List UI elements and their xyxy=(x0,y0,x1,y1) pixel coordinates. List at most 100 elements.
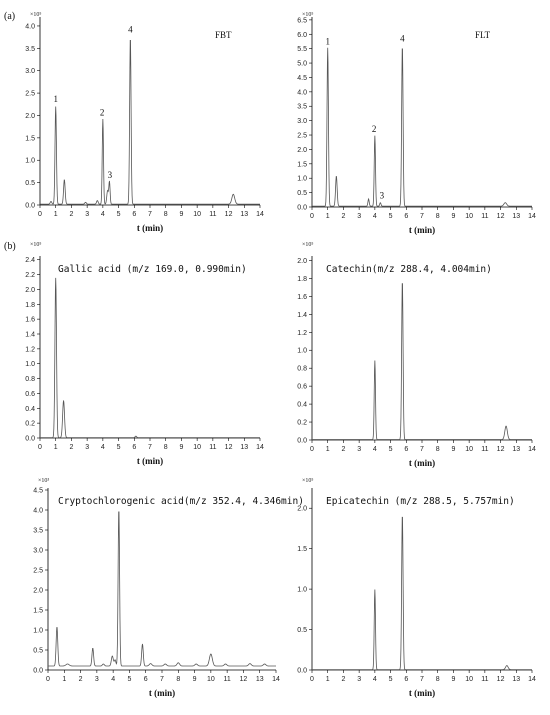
fbt-trace xyxy=(40,39,260,205)
fbt-peak-label-4: 4 xyxy=(128,25,133,35)
cryptochlorogenic-acid-y-tick-label: 0.5 xyxy=(33,648,43,655)
fbt-y-tick-label: 3.5 xyxy=(25,46,35,53)
fbt-x-tick-label: 11 xyxy=(209,211,216,218)
fbt-peak-label-3: 3 xyxy=(108,170,113,180)
gallic-acid-y-tick-label: 1.4 xyxy=(25,332,35,339)
flt-trace xyxy=(312,47,532,207)
gallic-acid-y-tick-label: 1.8 xyxy=(25,302,35,309)
gallic-acid-x-tick-label: 11 xyxy=(209,444,216,451)
fbt-x-axis-label: t (min) xyxy=(137,223,163,233)
fbt-y-tick-label: 3.0 xyxy=(25,68,35,75)
epicatechin-x-tick-label: 10 xyxy=(465,676,473,683)
gallic-acid-title: Gallic acid (m/z 169.0, 0.990min) xyxy=(58,264,247,275)
cryptochlorogenic-acid-x-tick-label: 0 xyxy=(46,676,50,683)
flt-x-tick-label: 12 xyxy=(497,213,505,220)
gallic-acid-x-tick-label: 5 xyxy=(117,444,121,451)
flt-x-tick-label: 7 xyxy=(420,213,424,220)
cryptochlorogenic-acid-trace xyxy=(48,511,276,667)
epicatechin-title: Epicatechin (m/z 288.5, 5.757min) xyxy=(326,496,515,507)
fbt-y-tick-label: 4.0 xyxy=(25,23,35,30)
fbt-x-tick-label: 10 xyxy=(193,211,201,218)
catechin-y-tick-label: 0.0 xyxy=(297,438,307,445)
cryptochlorogenic-acid-y-tick-label: 2.0 xyxy=(33,588,43,595)
catechin-x-tick-label: 14 xyxy=(528,446,536,453)
epicatechin-x-tick-label: 7 xyxy=(420,676,424,683)
gallic-acid-y-tick-label: 1.0 xyxy=(25,361,35,368)
flt-y-tick-label: 0.0 xyxy=(297,205,307,212)
gallic-acid-x-tick-label: 6 xyxy=(132,444,136,451)
catechin-x-tick-label: 9 xyxy=(451,446,455,453)
gallic-acid-x-axis-label: t (min) xyxy=(137,456,163,466)
flt-y-tick-label: 0.5 xyxy=(297,190,307,197)
epicatechin-x-tick-label: 14 xyxy=(528,676,536,683)
catechin-x-tick-label: 0 xyxy=(310,446,314,453)
gallic-acid-x-tick-label: 0 xyxy=(38,444,42,451)
catechin-y-tick-label: 1.0 xyxy=(297,348,307,355)
flt-x-tick-label: 2 xyxy=(341,213,345,220)
catechin-x-tick-label: 10 xyxy=(465,446,473,453)
epicatechin-multiplier: ×10⁵ xyxy=(302,478,313,484)
cryptochlorogenic-acid-y-tick-label: 4.0 xyxy=(33,508,43,515)
epicatechin-y-tick-label: 1.0 xyxy=(297,587,307,594)
epicatechin-y-tick-label: 1.5 xyxy=(297,546,307,553)
chart-gallic-acid: 0 1 2 3 4 5 6 7 8 9 10 11 12 13 140.00.20.40.60.81.01.… xyxy=(25,242,264,466)
flt-x-tick-label: 4 xyxy=(373,213,377,220)
fbt-y-tick-label: 2.5 xyxy=(25,91,35,98)
flt-y-tick-label: 2.0 xyxy=(297,147,307,154)
fbt-x-tick-label: 4 xyxy=(101,211,105,218)
catechin-x-tick-label: 1 xyxy=(326,446,330,453)
fbt-multiplier: ×10⁵ xyxy=(30,12,41,18)
flt-x-tick-label: 10 xyxy=(465,213,473,220)
flt-y-tick-label: 4.0 xyxy=(297,89,307,96)
cryptochlorogenic-acid-x-tick-label: 8 xyxy=(176,676,180,683)
epicatechin-x-tick-label: 8 xyxy=(436,676,440,683)
flt-x-tick-label: 11 xyxy=(481,213,488,220)
chart-flt: 0 1 2 3 4 5 6 7 8 9 10 11 12 13 140.00.51.01.52.02.53.… xyxy=(297,12,536,235)
gallic-acid-trace xyxy=(40,277,260,439)
cryptochlorogenic-acid-x-tick-label: 5 xyxy=(127,676,131,683)
cryptochlorogenic-acid-y-tick-label: 0.0 xyxy=(33,668,43,675)
flt-peak-label-1: 1 xyxy=(325,36,330,46)
gallic-acid-y-tick-label: 0.6 xyxy=(25,391,35,398)
fbt-title: FBT xyxy=(215,30,232,40)
cryptochlorogenic-acid-x-tick-label: 11 xyxy=(224,676,231,683)
flt-x-tick-label: 14 xyxy=(528,213,536,220)
gallic-acid-x-tick-label: 13 xyxy=(240,444,248,451)
fbt-x-tick-label: 5 xyxy=(117,211,121,218)
cryptochlorogenic-acid-x-tick-label: 13 xyxy=(256,676,264,683)
cryptochlorogenic-acid-x-tick-label: 14 xyxy=(272,676,280,683)
cryptochlorogenic-acid-x-tick-label: 9 xyxy=(193,676,197,683)
chart-cryptochlorogenic-acid: 0 1 2 3 4 5 6 7 8 9 10 11 12 13 140.00.51.01.52.02.53.… xyxy=(33,478,304,698)
flt-y-tick-label: 4.5 xyxy=(297,75,307,82)
fbt-x-tick-label: 14 xyxy=(256,211,264,218)
gallic-acid-x-tick-label: 7 xyxy=(148,444,152,451)
flt-x-axis-label: t (min) xyxy=(409,225,435,235)
fbt-x-tick-label: 2 xyxy=(69,211,73,218)
catechin-x-tick-label: 8 xyxy=(436,446,440,453)
flt-x-tick-label: 1 xyxy=(326,213,330,220)
gallic-acid-x-tick-label: 14 xyxy=(256,444,264,451)
epicatechin-x-axis-label: t (min) xyxy=(409,688,435,698)
epicatechin-x-tick-label: 3 xyxy=(357,676,361,683)
gallic-acid-multiplier: ×10⁵ xyxy=(30,242,41,248)
epicatechin-x-tick-label: 13 xyxy=(512,676,520,683)
epicatechin-trace xyxy=(312,516,532,670)
catechin-x-tick-label: 11 xyxy=(481,446,488,453)
catechin-y-tick-label: 0.6 xyxy=(297,384,307,391)
fbt-x-tick-label: 13 xyxy=(240,211,248,218)
flt-y-tick-label: 6.0 xyxy=(297,32,307,39)
catechin-x-tick-label: 13 xyxy=(512,446,520,453)
flt-x-tick-label: 13 xyxy=(512,213,520,220)
catechin-y-tick-label: 2.0 xyxy=(297,258,307,265)
flt-x-tick-label: 8 xyxy=(436,213,440,220)
cryptochlorogenic-acid-x-tick-label: 7 xyxy=(160,676,164,683)
fbt-x-tick-label: 7 xyxy=(148,211,152,218)
epicatechin-x-tick-label: 4 xyxy=(373,676,377,683)
charts-group: 0 1 2 3 4 5 6 7 8 9 10 11 12 13 140.00.51.01.52.02.53.… xyxy=(25,12,536,698)
fbt-x-tick-label: 0 xyxy=(38,211,42,218)
catechin-y-tick-label: 1.4 xyxy=(297,312,307,319)
flt-x-tick-label: 6 xyxy=(404,213,408,220)
chart-epicatechin: 0 1 2 3 4 5 6 7 8 9 10 11 12 13 140.00.51.01.52.0×10⁵t… xyxy=(297,478,536,698)
gallic-acid-y-tick-label: 2.0 xyxy=(25,287,35,294)
